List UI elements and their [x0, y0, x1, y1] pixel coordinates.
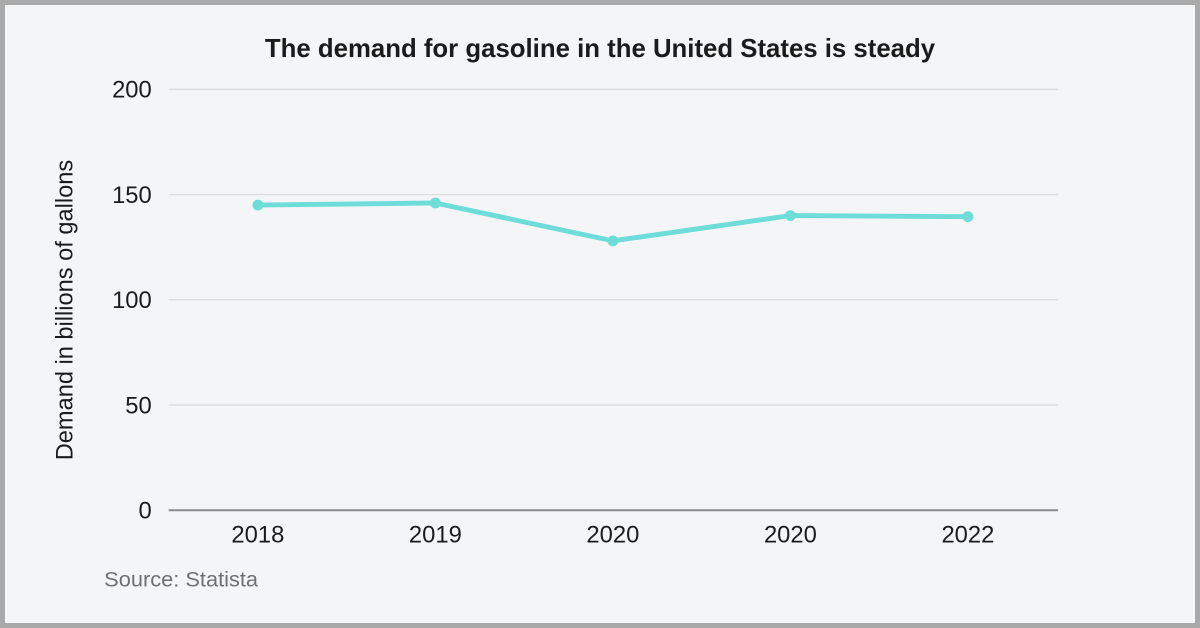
- demand-line-series: [255, 200, 971, 244]
- series-layer: [252, 197, 974, 247]
- x-tick-label: 2022: [941, 522, 994, 548]
- x-tick-label: 2020: [764, 522, 817, 548]
- axis-labels-layer: 0 50 100 150 200 2018 2019 2020 2020 2022: [112, 78, 994, 549]
- x-tick-label: 2019: [409, 522, 462, 548]
- y-tick-label: 200: [112, 78, 152, 104]
- chart-title: The demand for gasoline in the United St…: [265, 35, 936, 63]
- y-axis-title: Demand in billions of gallons: [52, 160, 78, 460]
- y-tick-label: 100: [112, 288, 152, 314]
- data-point-marker: [784, 210, 796, 222]
- y-tick-label: 150: [112, 183, 152, 209]
- y-tick-label: 0: [139, 499, 152, 525]
- data-point-marker: [607, 235, 619, 247]
- y-tick-label: 50: [125, 393, 151, 419]
- grid-layer: [168, 88, 1059, 512]
- data-point-marker: [429, 197, 441, 209]
- x-tick-label: 2018: [231, 522, 284, 548]
- source-label: Source: Statista: [104, 567, 259, 592]
- data-point-marker: [252, 199, 264, 211]
- data-point-marker: [962, 211, 974, 223]
- line-chart: 0 50 100 150 200 2018 2019 2020 2020 2022 The dem…: [52, 35, 1059, 592]
- x-tick-label: 2020: [586, 522, 639, 548]
